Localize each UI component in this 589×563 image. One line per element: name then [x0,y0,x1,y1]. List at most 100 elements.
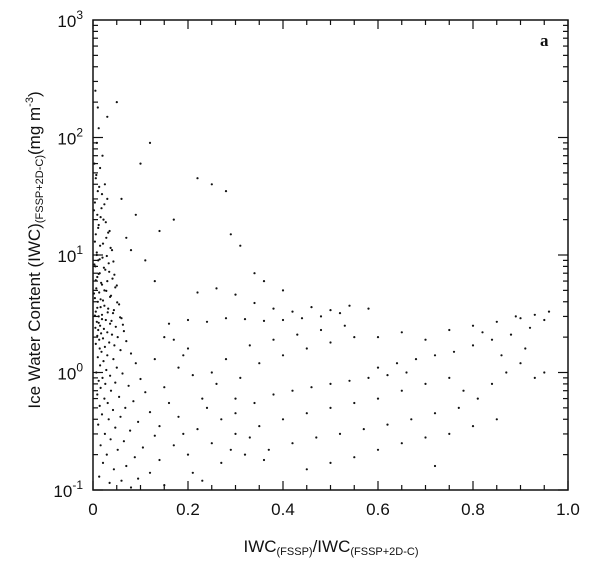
data-point [105,254,108,258]
data-point [121,323,124,326]
data-point [310,386,313,389]
data-point [524,347,527,350]
data-point [433,464,437,468]
data-point [94,233,97,236]
data-point [103,432,106,435]
data-point [258,425,261,428]
data-point [253,272,256,275]
data-point [229,448,232,451]
data-point [101,376,104,379]
data-point [376,336,380,339]
data-point [543,371,546,374]
data-point [101,256,104,259]
data-point [101,337,105,340]
data-point [172,218,175,221]
data-point [103,304,106,307]
data-point [100,281,103,284]
data-point [97,127,100,130]
data-point [129,352,133,355]
data-point [99,444,102,447]
data-point [102,360,105,363]
data-point [376,366,380,369]
data-point [186,318,190,322]
data-point [95,287,98,290]
data-point [148,141,152,144]
data-point [99,216,102,219]
data-point [210,442,213,445]
data-point [100,332,103,335]
data-point [490,382,494,385]
data-point [100,350,103,353]
data-point [400,442,403,445]
data-point [167,322,171,325]
data-point [108,341,111,344]
data-point [98,404,101,407]
data-point [395,362,399,365]
data-point [105,236,108,239]
data-point [95,320,98,323]
data-point [116,301,119,304]
data-point [315,436,318,439]
data-point [102,327,105,330]
data-point [139,162,142,165]
data-point [96,306,99,309]
data-point [196,177,199,180]
data-point [144,259,147,262]
data-point [410,418,413,421]
data-point [239,376,242,379]
data-point [182,432,185,435]
data-point [362,428,365,431]
data-point [100,207,103,210]
data-point [367,307,370,310]
data-point [103,289,106,292]
data-point [452,350,456,353]
data-point [132,400,135,403]
data-point [182,354,185,357]
data-point [514,315,517,318]
data-point [108,481,111,484]
data-point [215,382,218,385]
data-point [196,428,199,431]
data-point [163,386,166,389]
data-point [103,345,106,348]
data-point [111,408,115,412]
data-point [108,229,111,233]
data-point [386,423,389,426]
data-point [115,101,118,104]
data-point [96,213,99,216]
data-point [95,173,98,177]
data-point [471,324,475,327]
data-point [448,432,451,435]
data-point [98,258,101,261]
data-point [93,297,96,300]
data-point [99,306,102,309]
data-point [186,453,190,456]
data-point [129,249,133,252]
data-point [433,412,437,415]
y-tick-label: 101 [57,243,83,266]
data-point [258,362,261,365]
y-axis-ticks: 10-1 100 101 102 103 [53,8,568,501]
data-point [305,347,308,350]
data-point [300,317,304,320]
data-point [191,374,194,377]
data-point [509,333,513,336]
data-point [201,479,204,482]
data-point [305,412,308,415]
data-point [95,251,98,254]
data-point [103,397,106,400]
data-point [367,376,370,379]
data-point [93,201,96,204]
data-point [272,393,275,396]
data-point [114,286,117,289]
data-point [106,115,109,118]
data-point [338,312,342,315]
data-point [186,347,190,350]
data-point [329,341,332,344]
data-point [100,283,104,286]
data-point [519,362,522,365]
data-point [129,486,133,489]
data-point [97,379,100,382]
data-point [97,223,100,227]
data-point [348,379,351,382]
